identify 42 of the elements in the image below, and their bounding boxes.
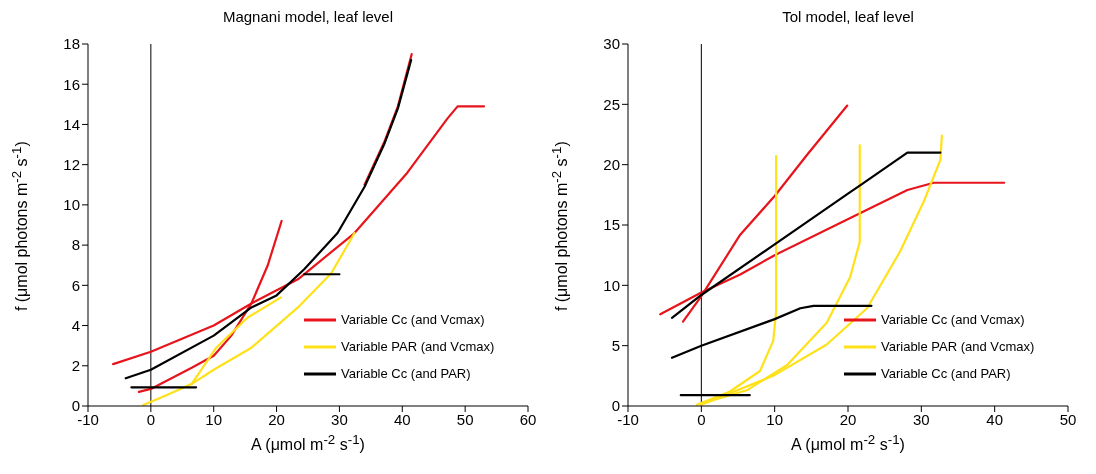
y-tick-label: 25: [603, 95, 620, 113]
x-tick-label: 40: [393, 410, 411, 428]
x-tick-label: 0: [697, 410, 706, 428]
legend-label: Variable Cc (and Vcmax): [341, 312, 485, 327]
x-tick-label: 40: [986, 410, 1004, 428]
y-tick-label: 0: [611, 397, 620, 415]
x-tick-label: 30: [912, 410, 930, 428]
x-tick-label: 30: [331, 410, 348, 428]
y-tick-label: 10: [603, 276, 620, 294]
chart-title: Magnani model, leaf level: [221, 8, 395, 25]
legend-label: Variable Cc (and Vcmax): [881, 312, 1025, 327]
x-tick-label: 20: [268, 410, 285, 428]
y-tick-label: 16: [63, 75, 80, 93]
y-tick-label: 20: [603, 155, 620, 173]
x-tick-label: -10: [77, 410, 99, 428]
y-tick-label: 12: [63, 155, 80, 173]
x-axis-title: A (μmol m$^{-2}$ s$^{-1}$): [790, 432, 906, 455]
x-tick-label: 60: [519, 410, 537, 428]
y-tick-label: 4: [71, 316, 80, 334]
y-tick-label: 10: [63, 196, 80, 214]
x-tick-label: -10: [617, 410, 639, 428]
legend-label: Variable Cc (and PAR): [341, 366, 471, 381]
y-tick-label: 8: [71, 236, 80, 254]
chart-title: Tol model, leaf level: [781, 8, 915, 25]
x-tick-label: 10: [205, 410, 223, 428]
x-tick-label: 10: [766, 410, 784, 428]
y-tick-label: 0: [71, 397, 80, 415]
y-tick-label: 2: [71, 357, 80, 375]
y-tick-label: 15: [603, 216, 620, 234]
y-tick-label: 18: [63, 35, 80, 53]
legend-label: Variable Cc (and PAR): [881, 366, 1011, 381]
y-tick-label: 30: [603, 35, 620, 53]
x-tick-label: 20: [839, 410, 857, 428]
x-tick-label: 50: [456, 410, 474, 428]
legend-label: Variable PAR (and Vcmax): [881, 339, 1035, 354]
legend-label: Variable PAR (and Vcmax): [341, 339, 495, 354]
y-tick-label: 6: [71, 276, 80, 294]
x-tick-label: 50: [1059, 410, 1077, 428]
y-tick-label: 5: [611, 336, 620, 354]
x-axis-title: A (μmol m$^{-2}$ s$^{-1}$): [250, 432, 366, 455]
x-tick-label: 0: [146, 410, 156, 428]
y-tick-label: 14: [63, 115, 80, 133]
